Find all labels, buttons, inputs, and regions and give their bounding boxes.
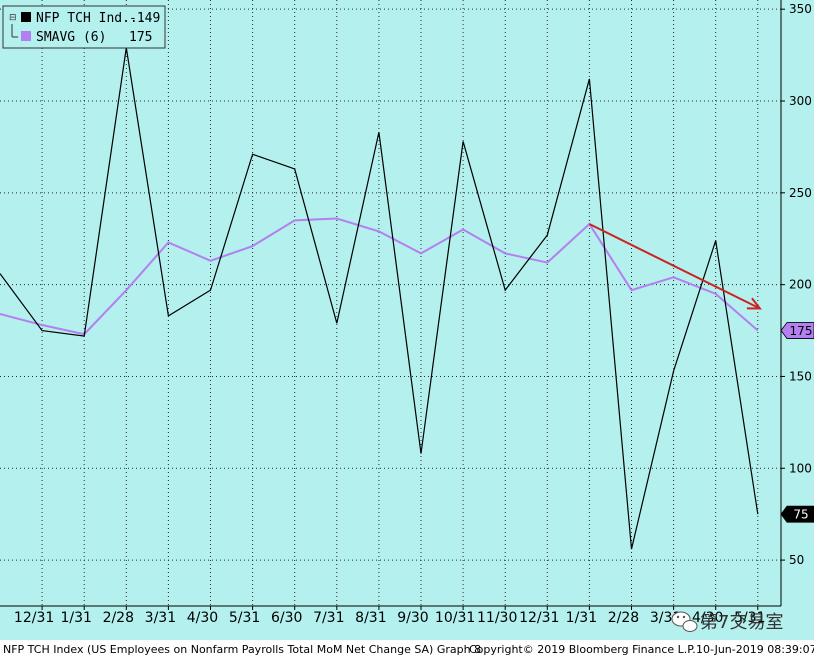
trend-arrow bbox=[588, 223, 762, 310]
x-tick-label: 1/31 bbox=[60, 610, 91, 626]
legend-label-nfp: NFP TCH Ind... bbox=[36, 11, 146, 26]
legend-expand-icon[interactable]: ⊟ bbox=[9, 13, 17, 23]
footer-bar bbox=[0, 640, 814, 658]
x-tick-label: 2/28 bbox=[608, 610, 639, 626]
y-tick-label: 200 bbox=[789, 278, 812, 292]
x-tick-label: 12/31 bbox=[519, 610, 559, 626]
y-tick-label: 250 bbox=[789, 186, 812, 200]
x-tick-label: 1/31 bbox=[566, 610, 597, 626]
y-tick-label: 150 bbox=[789, 369, 812, 383]
x-tick-label: 8/31 bbox=[355, 610, 386, 626]
x-tick-label: 3/31 bbox=[145, 610, 176, 626]
series-line-smavg bbox=[0, 217, 759, 336]
grid-lines bbox=[0, 0, 781, 606]
plot-background bbox=[0, 0, 781, 606]
footer-copyright: Copyright© 2019 Bloomberg Finance L.P. bbox=[469, 643, 696, 656]
axis-panel-right bbox=[781, 0, 814, 640]
x-tick-label: 9/30 bbox=[397, 610, 428, 626]
legend-swatch-nfp bbox=[21, 12, 31, 22]
axis-panel-bottom bbox=[0, 606, 781, 640]
last-value-badge-label: 175 bbox=[790, 324, 813, 338]
x-tick-label: 12/31 bbox=[14, 610, 54, 626]
x-tick-label: 6/30 bbox=[271, 610, 302, 626]
x-tick-label: 4/30 bbox=[692, 610, 723, 626]
last-value-badge-bg bbox=[780, 322, 814, 339]
y-tick-label: 50 bbox=[789, 553, 804, 567]
y-tick-label: 350 bbox=[789, 2, 812, 16]
legend-value-smavg: 175 bbox=[129, 30, 152, 45]
x-tick-label: 10/31 bbox=[435, 610, 475, 626]
trend-arrow-shaft bbox=[588, 223, 761, 310]
footer-timestamp: 10-Jun-2019 08:39:07 bbox=[696, 643, 814, 656]
wechat-icon bbox=[671, 611, 698, 632]
x-tick-label: 2/28 bbox=[103, 610, 134, 626]
legend-box: ⊟ NFP TCH Ind... -149 SMAVG (6) 175 bbox=[2, 5, 166, 49]
x-tick-label: 5/31 bbox=[734, 610, 765, 626]
x-tick-label: 4/30 bbox=[187, 610, 218, 626]
watermark-text: 第7交易室 bbox=[700, 612, 783, 633]
trend-arrow-head bbox=[746, 297, 762, 310]
y-tick-label: 100 bbox=[789, 461, 812, 475]
y-axis-ticks: 50 100 150 200 250 300 350 bbox=[781, 2, 812, 567]
legend-label-smavg: SMAVG (6) bbox=[36, 30, 106, 45]
x-axis-ticks: 12/31 1/31 2/28 3/31 4/30 5/31 6/30 7/31 8/31 9/3… bbox=[14, 606, 766, 626]
legend-value-nfp: -149 bbox=[129, 11, 160, 26]
last-value-badge-bg bbox=[780, 505, 814, 523]
footer-description: NFP TCH Index (US Employees on Nonfarm P… bbox=[3, 643, 481, 656]
x-tick-label: 5/31 bbox=[229, 610, 260, 626]
x-tick-label: 11/30 bbox=[477, 610, 517, 626]
y-tick-label: 300 bbox=[789, 94, 812, 108]
x-tick-label: 7/31 bbox=[313, 610, 344, 626]
legend-swatch-smavg bbox=[21, 31, 31, 41]
last-value-badge-label: 75 bbox=[793, 508, 808, 522]
watermark: 第7交易室 bbox=[671, 611, 783, 633]
last-value-badges: 175 75 bbox=[780, 322, 814, 523]
